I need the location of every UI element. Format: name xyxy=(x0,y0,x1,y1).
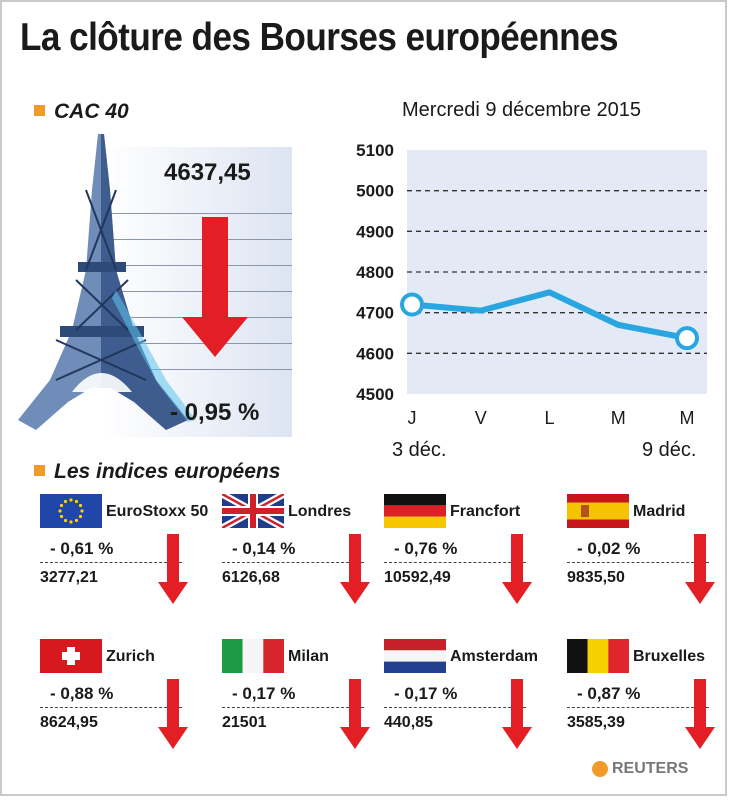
endpoint-marker xyxy=(675,326,699,351)
down-arrow-icon xyxy=(685,679,715,749)
endpoint-marker xyxy=(400,292,424,317)
divider xyxy=(384,707,526,708)
index-card: Francfort - 0,76 % 10592,49 xyxy=(384,494,554,619)
panel-line xyxy=(102,265,292,266)
index-card: Zurich - 0,88 % 8624,95 xyxy=(40,639,210,764)
x-tick-label: L xyxy=(544,408,554,428)
x-tick-label: M xyxy=(611,408,626,428)
down-arrow-icon xyxy=(502,679,532,749)
reuters-dot-icon xyxy=(592,760,608,777)
series-line xyxy=(411,289,688,342)
index-change: - 0,17 % xyxy=(232,684,296,703)
x-date-first: 3 déc. xyxy=(392,439,447,461)
x-tick-label: V xyxy=(475,408,487,428)
divider xyxy=(40,562,182,563)
index-value: 9835,50 xyxy=(567,569,625,586)
down-arrow-icon xyxy=(158,534,188,604)
index-change: - 0,14 % xyxy=(232,539,296,558)
index-name: Francfort xyxy=(450,503,521,520)
down-arrow-icon xyxy=(158,679,188,749)
cac-section-heading: CAC 40 xyxy=(34,100,129,124)
divider xyxy=(222,562,364,563)
index-card: Londres - 0,14 % 6126,68 xyxy=(222,494,392,619)
switzerland-flag-icon xyxy=(40,639,102,673)
orange-square-icon xyxy=(34,104,45,116)
reuters-logo: REUTERS xyxy=(592,760,688,778)
page-title: La clôture des Bourses européennes xyxy=(20,16,619,59)
panel-line xyxy=(102,213,292,214)
panel-line xyxy=(102,343,292,344)
y-tick-label: 4800 xyxy=(356,263,394,282)
index-name: EuroStoxx 50 xyxy=(106,503,209,520)
italy-flag-icon xyxy=(222,639,284,673)
eiffel-tower-icon xyxy=(18,134,196,430)
index-name: Milan xyxy=(288,648,329,665)
netherlands-flag-icon xyxy=(384,639,446,673)
eu-flag-icon xyxy=(40,494,102,528)
down-arrow-icon xyxy=(340,534,370,604)
index-name: Londres xyxy=(288,503,352,520)
cac-value: 4637,45 xyxy=(164,159,251,186)
index-value: 440,85 xyxy=(384,714,433,731)
index-change: - 0,88 % xyxy=(50,684,114,703)
index-value: 21501 xyxy=(222,714,267,731)
index-value: 10592,49 xyxy=(384,569,451,586)
index-name: Madrid xyxy=(633,503,686,520)
index-change: - 0,76 % xyxy=(394,539,458,558)
down-arrow-icon xyxy=(502,534,532,604)
cac-change: - 0,95 % xyxy=(170,399,260,426)
line-chart: 4500 4600 4700 4800 4900 5000 5100 J V L M M xyxy=(356,141,707,428)
divider xyxy=(567,707,709,708)
y-tick-label: 4500 xyxy=(356,385,394,404)
index-name: Bruxelles xyxy=(633,648,706,665)
brand-text: REUTERS xyxy=(612,760,689,777)
index-card: Bruxelles - 0,87 % 3585,39 xyxy=(567,639,731,764)
index-value: 8624,95 xyxy=(40,714,98,731)
spain-flag-icon xyxy=(567,494,629,528)
cac-section-label: CAC 40 xyxy=(54,100,129,123)
divider xyxy=(384,562,526,563)
panel-line xyxy=(102,291,292,292)
orange-square-icon xyxy=(34,464,45,476)
uk-flag-icon xyxy=(222,494,284,528)
divider xyxy=(222,707,364,708)
index-card: EuroStoxx 50 - 0,61 % 3277,21 xyxy=(40,494,210,619)
index-change: - 0,61 % xyxy=(50,539,114,558)
indices-section-heading: Les indices européens xyxy=(34,460,280,484)
divider xyxy=(40,707,182,708)
y-tick-label: 4600 xyxy=(356,344,394,363)
y-tick-label: 5100 xyxy=(356,141,394,160)
index-card: Madrid - 0,02 % 9835,50 xyxy=(567,494,731,619)
index-change: - 0,17 % xyxy=(394,684,458,703)
index-card: Milan - 0,17 % 21501 xyxy=(222,639,392,764)
panel-line xyxy=(102,369,292,370)
index-card: Amsterdam - 0,17 % 440,85 xyxy=(384,639,554,764)
y-tick-label: 5000 xyxy=(356,182,394,201)
belgium-flag-icon xyxy=(567,639,629,673)
index-name: Zurich xyxy=(106,648,155,665)
index-change: - 0,87 % xyxy=(577,684,641,703)
index-value: 3585,39 xyxy=(567,714,625,731)
index-name: Amsterdam xyxy=(450,648,539,665)
down-arrow-icon xyxy=(340,679,370,749)
chart-title: Mercredi 9 décembre 2015 xyxy=(402,99,642,121)
divider xyxy=(567,562,709,563)
germany-flag-icon xyxy=(384,494,446,528)
down-arrow-icon xyxy=(182,217,248,357)
indices-section-label: Les indices européens xyxy=(54,460,281,483)
x-date-last: 9 déc. xyxy=(642,439,697,461)
y-tick-label: 4700 xyxy=(356,304,394,323)
index-value: 3277,21 xyxy=(40,569,98,586)
x-tick-label: M xyxy=(680,408,695,428)
index-change: - 0,02 % xyxy=(577,539,641,558)
x-tick-label: J xyxy=(408,408,417,428)
y-tick-label: 4900 xyxy=(356,222,394,241)
down-arrow-icon xyxy=(685,534,715,604)
panel-line xyxy=(102,239,292,240)
index-value: 6126,68 xyxy=(222,569,280,586)
